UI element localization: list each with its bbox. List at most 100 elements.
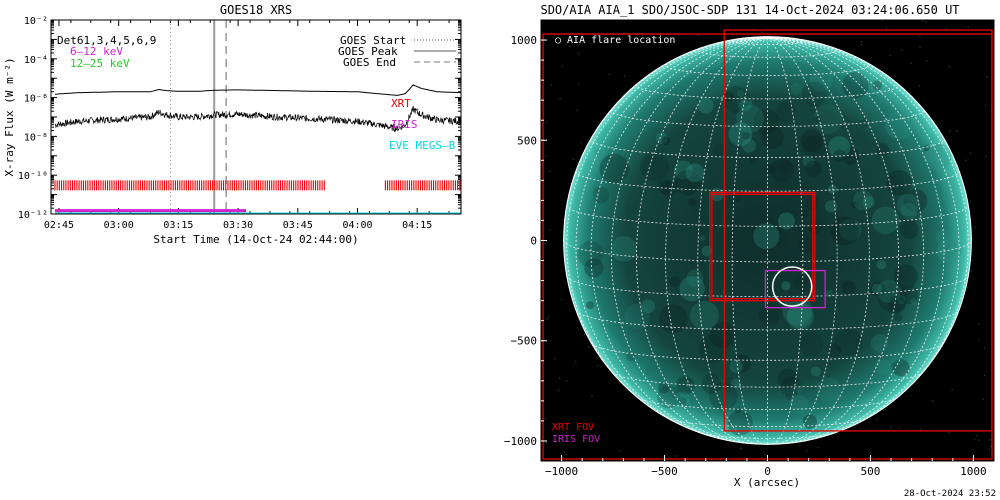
disk-texture-blob <box>900 202 918 220</box>
y-tick-label: 1000 <box>511 34 538 47</box>
disk-texture-blob <box>802 81 827 107</box>
grid-line <box>767 37 838 445</box>
grid-line <box>697 37 768 445</box>
corona-speckle <box>951 388 953 391</box>
corona-speckle <box>549 229 552 232</box>
x-tick-label: −1000 <box>545 465 578 478</box>
disk-texture-blob <box>732 354 751 373</box>
disk-texture-blob <box>591 191 599 200</box>
x-tick-label: 03:00 <box>104 220 134 231</box>
corona-speckle <box>984 346 986 349</box>
disk-texture-blob <box>774 101 797 123</box>
disk-texture-blob <box>736 89 745 98</box>
corona-speckle <box>544 155 547 158</box>
disk-texture-blob <box>787 303 813 329</box>
disk-texture-blob <box>800 129 823 153</box>
grid-line <box>566 276 969 298</box>
corona-speckle <box>546 317 549 320</box>
y-tick-label: 10⁻² <box>24 16 48 27</box>
disk-texture-blob <box>810 366 821 377</box>
goes-plot-title: GOES18 XRS <box>220 3 292 17</box>
grid-line <box>590 138 945 158</box>
disk-texture-blob <box>886 170 912 196</box>
y-tick-label: 10⁻⁶ <box>24 94 48 105</box>
corona-speckle <box>920 428 922 431</box>
grid-line <box>767 37 870 444</box>
corona-speckle <box>739 448 742 450</box>
y-tick-label: 10⁻⁴ <box>24 55 48 66</box>
y-tick-label: −500 <box>511 335 538 348</box>
disk-texture-blob <box>799 208 810 218</box>
corona-speckle <box>970 270 973 273</box>
disk-texture-blob <box>770 158 794 182</box>
corona-speckle <box>989 438 991 441</box>
corona-speckle <box>594 434 596 436</box>
disk-texture-blob <box>796 387 803 394</box>
disk-texture-blob <box>871 206 900 235</box>
disk-texture-blob <box>813 115 821 124</box>
disk-texture-blob <box>728 122 753 146</box>
disk-texture-blob <box>892 352 905 366</box>
disk-texture-blob <box>925 143 952 170</box>
grid-line <box>575 310 960 331</box>
corona-speckle <box>876 418 878 420</box>
disk-texture-blob <box>737 96 753 112</box>
legend-goes-start: GOES Start <box>340 34 406 47</box>
disk-texture-blob <box>709 382 738 411</box>
coverage-xrt <box>54 180 461 191</box>
flux-series-0 <box>54 84 461 96</box>
corona-speckle <box>549 170 551 173</box>
disk-texture-blob <box>827 343 841 358</box>
disk-texture-blob <box>729 360 743 373</box>
corona-speckle <box>545 441 547 444</box>
corona-speckle <box>574 360 577 363</box>
y-tick-label: 10⁻⁸ <box>24 132 48 143</box>
disk-texture-blob <box>688 197 697 207</box>
disk-texture-blob <box>625 351 636 362</box>
corona-speckle <box>982 398 984 400</box>
disk-texture-blob <box>730 378 741 389</box>
disk-texture-blob <box>701 245 713 257</box>
corona-speckle <box>966 286 969 289</box>
corona-speckle <box>973 438 976 441</box>
disk-texture-blob <box>785 393 792 400</box>
corona-speckle <box>910 62 912 65</box>
disk-texture-blob <box>842 147 860 165</box>
corona-speckle <box>618 450 621 453</box>
disk-texture-blob <box>585 301 594 310</box>
disk-texture-blob <box>799 332 824 357</box>
xrt-fov-legend: XRT FOV <box>552 422 594 433</box>
grid-line <box>610 109 925 127</box>
disk-texture-blob <box>709 321 736 349</box>
corona-speckle <box>583 333 586 336</box>
disk-texture-blob <box>825 289 834 298</box>
grid-line <box>731 37 768 445</box>
disk-texture-blob <box>698 334 728 364</box>
corona-speckle <box>588 346 590 348</box>
corona-speckle <box>544 242 546 245</box>
corona-speckle <box>545 121 548 123</box>
disk-texture-blob <box>741 132 750 140</box>
xrt-label: XRT <box>391 97 411 110</box>
disk-texture-blob <box>876 259 887 270</box>
corona-speckle <box>554 357 556 360</box>
disk-texture-blob <box>834 328 862 356</box>
corona-speckle <box>559 97 561 100</box>
disk-texture-blob <box>874 358 892 376</box>
disk-texture-blob <box>802 155 815 168</box>
disk-texture-blob <box>779 159 793 172</box>
x-tick-label: 0 <box>764 465 771 478</box>
corona-speckle <box>579 141 582 144</box>
disk-texture-blob <box>678 397 687 406</box>
x-tick-label: 03:45 <box>283 220 313 231</box>
grid-line <box>636 37 768 444</box>
corona-speckle <box>550 84 553 86</box>
grid-line <box>591 343 944 361</box>
disk-texture-blob <box>657 382 670 394</box>
disk-texture-blob <box>789 394 809 414</box>
band-label-6-12: 6–12 keV <box>70 45 123 58</box>
disk-texture-blob <box>876 143 890 157</box>
disk-texture-blob <box>669 275 681 287</box>
disk-texture-blob <box>657 179 672 195</box>
iris-fov-legend: IRIS FOV <box>552 434 600 445</box>
